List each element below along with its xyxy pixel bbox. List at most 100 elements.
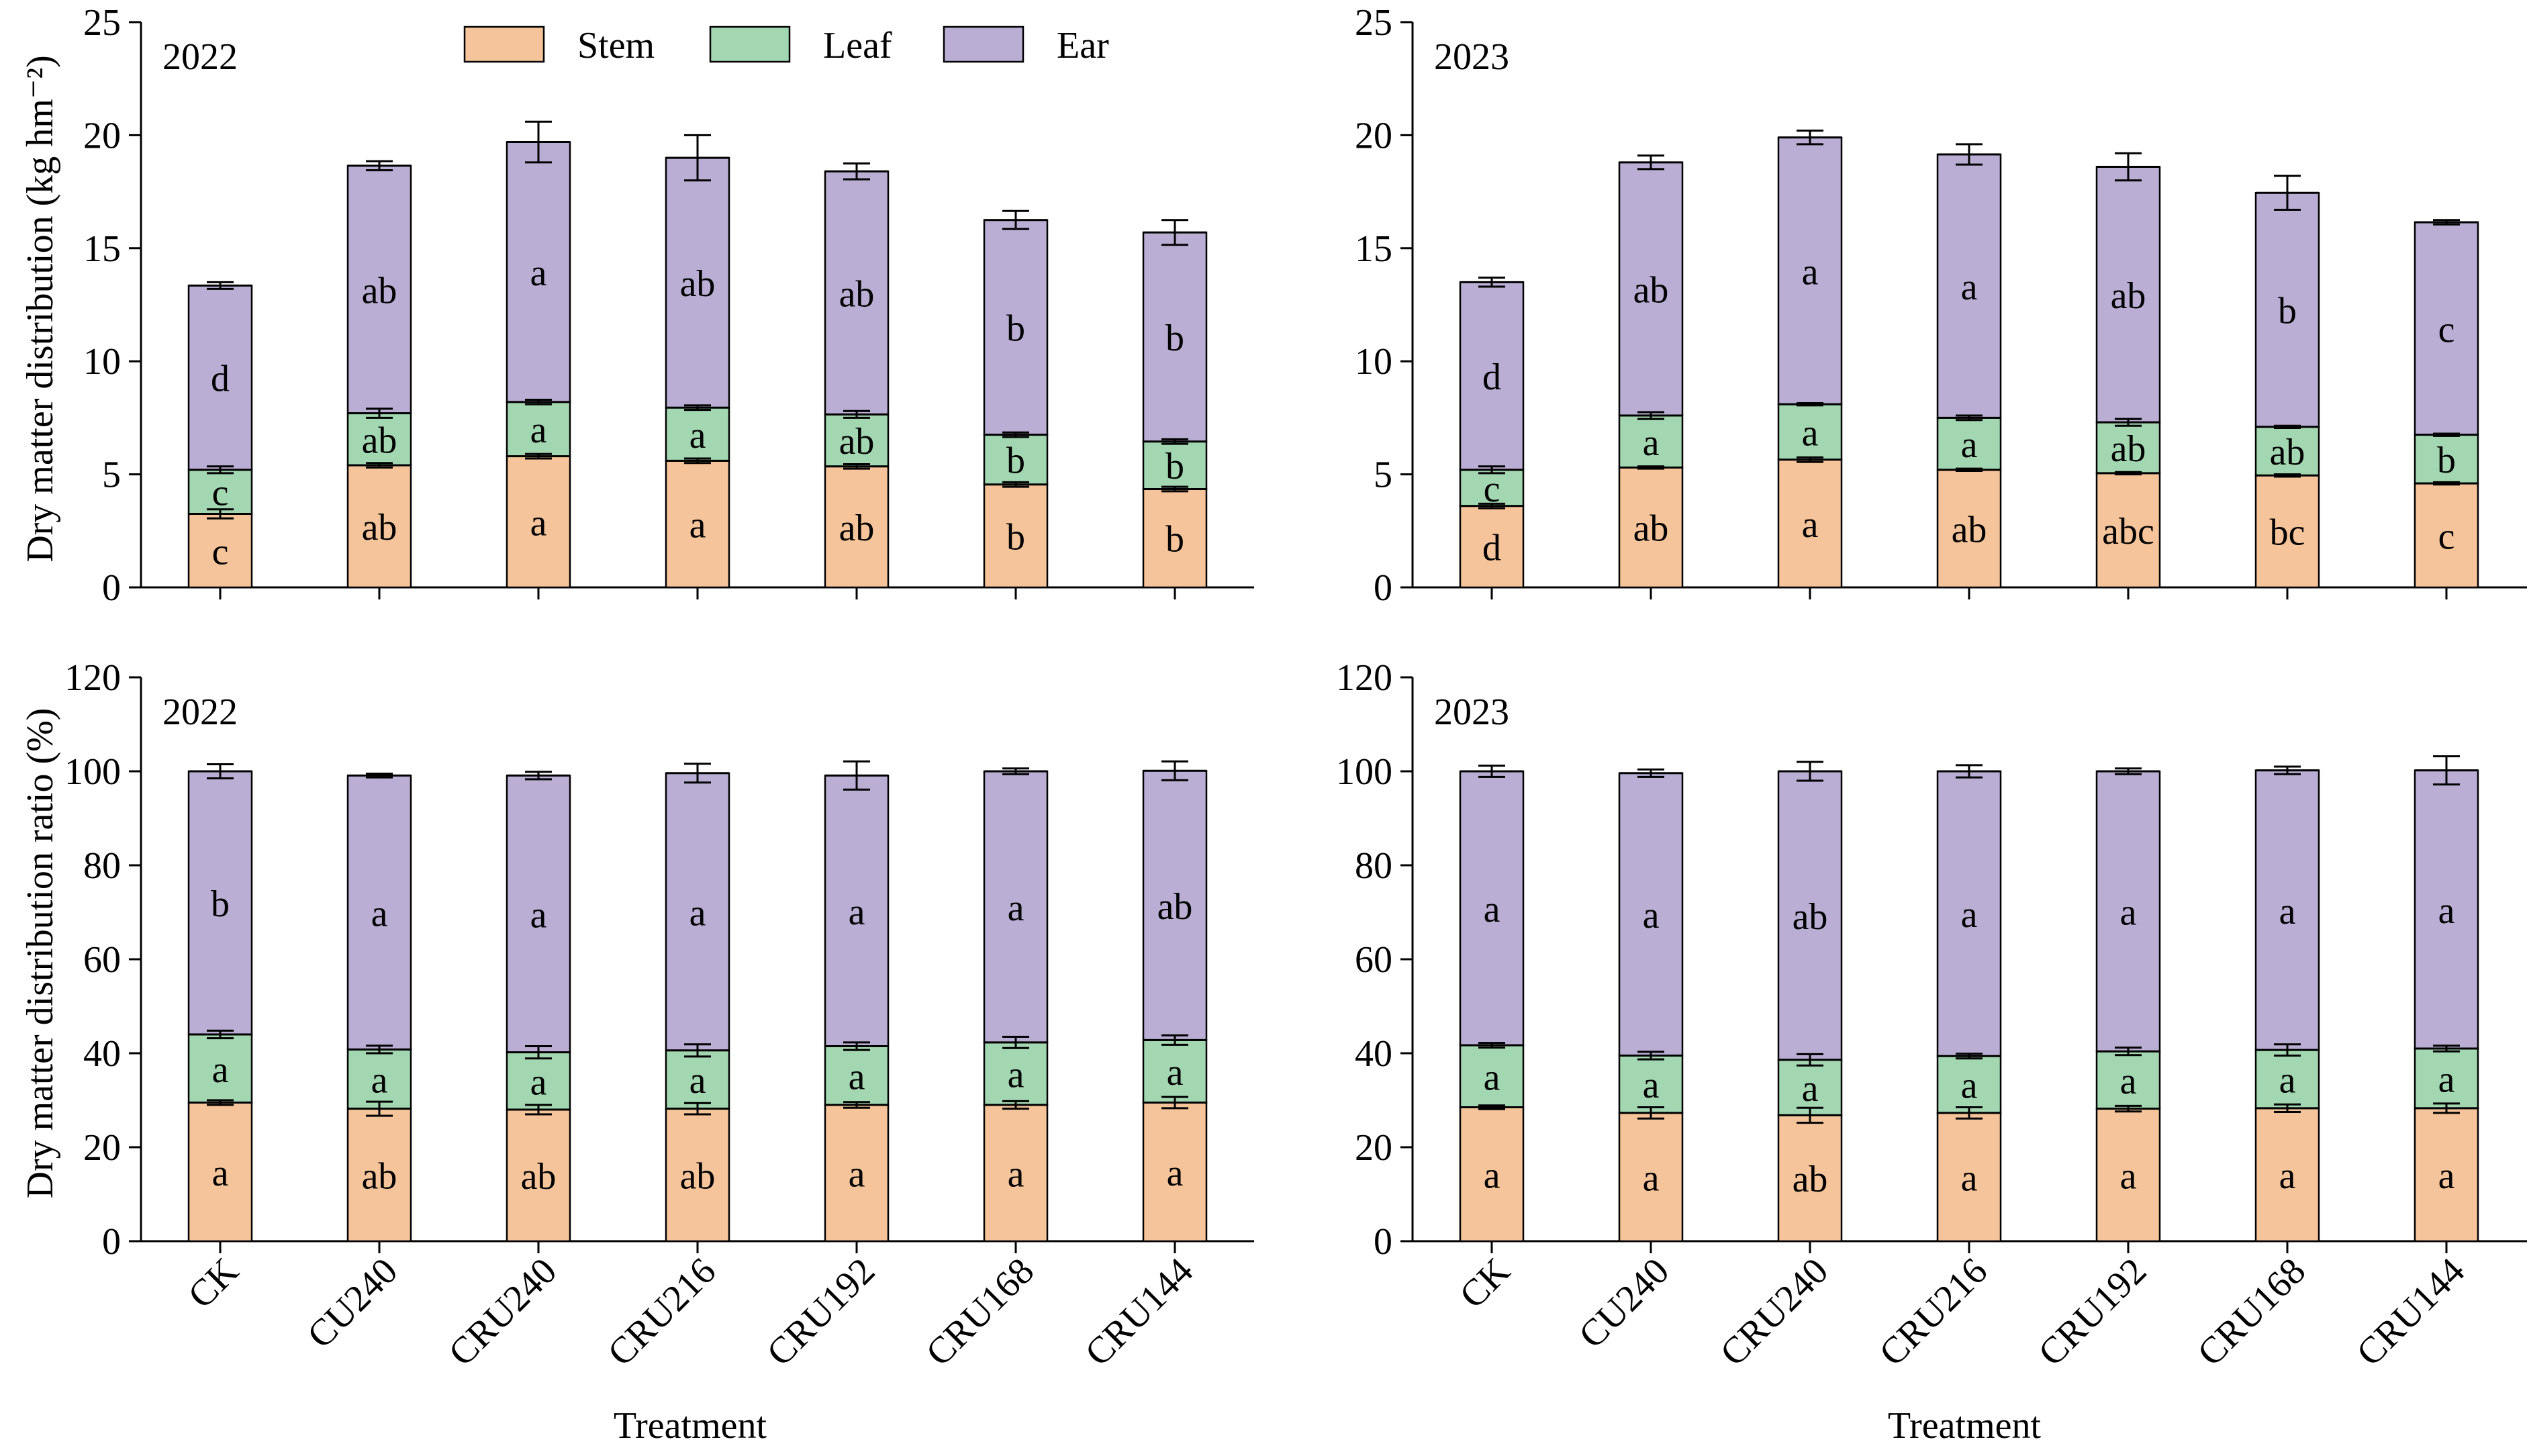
significance-letter: b bbox=[2278, 291, 2297, 332]
bar-stem bbox=[824, 1104, 890, 1243]
bar-stem bbox=[1936, 1112, 2002, 1243]
bar-ear bbox=[346, 164, 412, 414]
bar-stem bbox=[983, 1104, 1049, 1243]
significance-letter: b bbox=[1006, 440, 1025, 482]
significance-letter: b bbox=[1165, 519, 1184, 561]
significance-letter: abc bbox=[2102, 511, 2154, 552]
significance-letter: c bbox=[2438, 309, 2455, 350]
bar-stem bbox=[2254, 1107, 2320, 1243]
y-tick-label: 80 bbox=[83, 845, 121, 887]
y-tick-label: 60 bbox=[83, 939, 121, 981]
y-tick-label: 15 bbox=[1355, 228, 1392, 270]
y-tick-label: 25 bbox=[83, 2, 121, 44]
significance-letter: a bbox=[849, 891, 865, 933]
significance-letter: a bbox=[1961, 424, 1978, 466]
y-tick-label: 5 bbox=[102, 454, 121, 496]
significance-letter: a bbox=[1961, 894, 1978, 936]
chart-panel-bottom-left: 0204060801001202022CKaabCU240abaaCRU240a… bbox=[64, 657, 1254, 1374]
y-tick-label: 100 bbox=[1336, 751, 1392, 793]
significance-letter: a bbox=[689, 1060, 706, 1102]
legend-swatch-leaf bbox=[709, 26, 791, 63]
significance-letter: d bbox=[1482, 356, 1501, 398]
y-tick-label: 120 bbox=[1336, 657, 1392, 699]
bar-leaf bbox=[1777, 403, 1843, 460]
x-axis-title-left: Treatment bbox=[614, 1405, 767, 1447]
bar-leaf bbox=[1936, 1055, 2002, 1114]
significance-letter: d bbox=[1482, 527, 1501, 569]
significance-letter: a bbox=[2438, 1059, 2455, 1100]
significance-letter: a bbox=[1643, 1157, 1660, 1199]
bar-ear bbox=[1777, 136, 1843, 405]
significance-letter: a bbox=[1802, 251, 1819, 293]
bar-ear bbox=[1618, 161, 1684, 417]
significance-letter: ab bbox=[362, 270, 397, 311]
significance-letter: ab bbox=[839, 421, 875, 463]
significance-letter: a bbox=[1008, 1154, 1024, 1196]
bar-stem bbox=[665, 1108, 730, 1243]
x-tick-label: CRU216 bbox=[1872, 1250, 1996, 1374]
x-tick-label: CU240 bbox=[299, 1250, 405, 1356]
significance-letter: d bbox=[211, 358, 230, 400]
y-tick-label: 25 bbox=[1355, 2, 1392, 44]
bar-ear bbox=[187, 770, 253, 1036]
significance-letter: a bbox=[2120, 1155, 2137, 1197]
significance-letter: a bbox=[1008, 887, 1024, 929]
y-tick-label: 0 bbox=[1374, 1221, 1392, 1263]
significance-letter: a bbox=[212, 1153, 229, 1194]
significance-letter: a bbox=[1802, 504, 1819, 546]
significance-letter: c bbox=[212, 531, 229, 573]
bar-stem bbox=[983, 483, 1049, 589]
bar-leaf bbox=[506, 401, 571, 457]
significance-letter: a bbox=[530, 1061, 547, 1103]
significance-letter: a bbox=[689, 892, 706, 934]
y-tick-label: 20 bbox=[1355, 115, 1392, 156]
bar-stem bbox=[1618, 467, 1684, 589]
bar-ear bbox=[1936, 153, 2002, 419]
significance-letter: a bbox=[1802, 412, 1819, 454]
y-tick-label: 15 bbox=[83, 228, 121, 270]
y-tick-label: 20 bbox=[83, 115, 121, 156]
bar-ear bbox=[983, 770, 1049, 1044]
significance-letter: a bbox=[1961, 1065, 1978, 1107]
significance-letter: bc bbox=[2270, 512, 2305, 554]
bar-leaf bbox=[1618, 414, 1684, 469]
bar-ear bbox=[824, 171, 890, 416]
y-tick-label: 40 bbox=[83, 1033, 121, 1075]
significance-letter: ab bbox=[521, 1156, 557, 1198]
significance-letter: a bbox=[530, 894, 547, 936]
significance-letter: a bbox=[212, 1049, 229, 1091]
bar-stem bbox=[2414, 482, 2479, 589]
significance-letter: a bbox=[689, 415, 706, 456]
bar-ear bbox=[665, 772, 730, 1052]
y-tick-label: 100 bbox=[64, 751, 121, 793]
significance-letter: ab bbox=[1793, 896, 1828, 938]
significance-letter: a bbox=[530, 252, 547, 294]
x-tick-label: CRU144 bbox=[2349, 1250, 2473, 1374]
significance-letter: a bbox=[1643, 895, 1660, 936]
year-label: 2022 bbox=[162, 691, 238, 733]
significance-letter: a bbox=[2279, 1155, 2296, 1197]
significance-letter: a bbox=[1643, 1065, 1660, 1106]
bar-ear bbox=[2254, 769, 2320, 1051]
x-tick-label: CK bbox=[180, 1250, 246, 1316]
significance-letter: b bbox=[1165, 446, 1184, 487]
bar-leaf bbox=[2254, 1049, 2320, 1110]
bar-ear bbox=[983, 219, 1049, 436]
significance-letter: a bbox=[1484, 1155, 1500, 1196]
y-tick-label: 10 bbox=[1355, 341, 1392, 383]
significance-letter: ab bbox=[680, 263, 716, 305]
x-tick-label: CRU144 bbox=[1078, 1250, 1202, 1374]
year-label: 2023 bbox=[1434, 36, 1509, 78]
bar-stem bbox=[1936, 469, 2002, 589]
x-axis-title-right: Treatment bbox=[1888, 1405, 2042, 1447]
bar-leaf bbox=[1936, 417, 2002, 471]
significance-letter: ab bbox=[2111, 428, 2146, 470]
significance-letter: c bbox=[212, 473, 229, 514]
x-tick-label: CK bbox=[1451, 1250, 1518, 1316]
significance-letter: a bbox=[530, 409, 547, 451]
significance-letter: b bbox=[1006, 308, 1025, 350]
y-tick-label: 40 bbox=[1355, 1033, 1392, 1075]
bar-stem bbox=[2095, 1108, 2161, 1243]
bar-ear bbox=[2414, 221, 2479, 436]
